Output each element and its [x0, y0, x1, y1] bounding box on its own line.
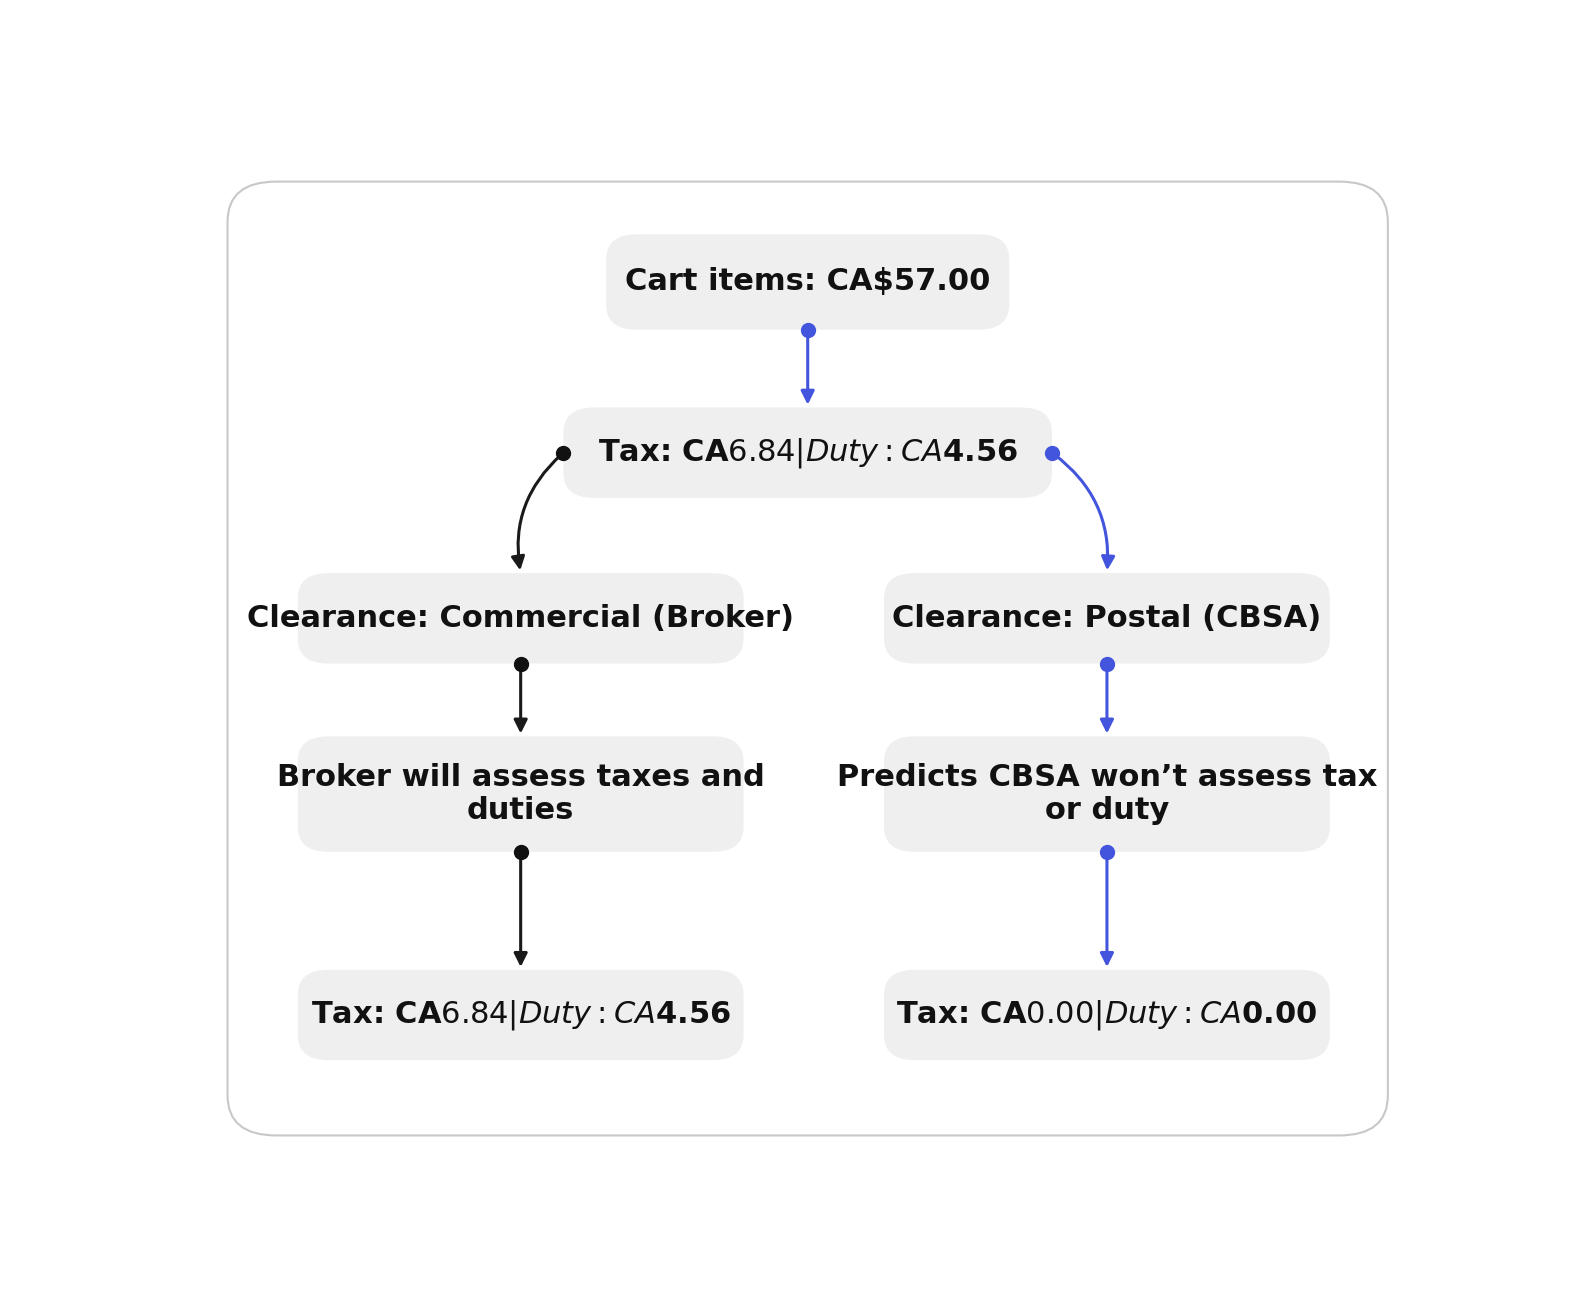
FancyBboxPatch shape — [607, 235, 1009, 330]
FancyBboxPatch shape — [227, 181, 1388, 1136]
Text: Clearance: Postal (CBSA): Clearance: Postal (CBSA) — [892, 604, 1322, 632]
Text: Clearance: Commercial (Broker): Clearance: Commercial (Broker) — [247, 604, 794, 632]
FancyBboxPatch shape — [298, 737, 744, 852]
FancyArrowPatch shape — [512, 455, 561, 567]
FancyArrowPatch shape — [1054, 454, 1114, 567]
FancyBboxPatch shape — [884, 737, 1330, 852]
Text: Tax: CA$6.84  |  Duty: CA$4.56: Tax: CA$6.84 | Duty: CA$4.56 — [310, 998, 731, 1031]
Text: Broker will assess taxes and
duties: Broker will assess taxes and duties — [277, 763, 764, 825]
FancyBboxPatch shape — [884, 574, 1330, 664]
FancyBboxPatch shape — [564, 408, 1053, 498]
FancyBboxPatch shape — [884, 970, 1330, 1060]
Text: Tax: CA$6.84  |  Duty: CA$4.56: Tax: CA$6.84 | Duty: CA$4.56 — [597, 436, 1018, 469]
Text: Tax: CA$0.00  |  Duty: CA$0.00: Tax: CA$0.00 | Duty: CA$0.00 — [897, 998, 1318, 1031]
FancyBboxPatch shape — [298, 574, 744, 664]
FancyBboxPatch shape — [298, 970, 744, 1060]
Text: Cart items: CA$57.00: Cart items: CA$57.00 — [626, 267, 990, 296]
Text: Predicts CBSA won’t assess tax
or duty: Predicts CBSA won’t assess tax or duty — [837, 763, 1377, 825]
